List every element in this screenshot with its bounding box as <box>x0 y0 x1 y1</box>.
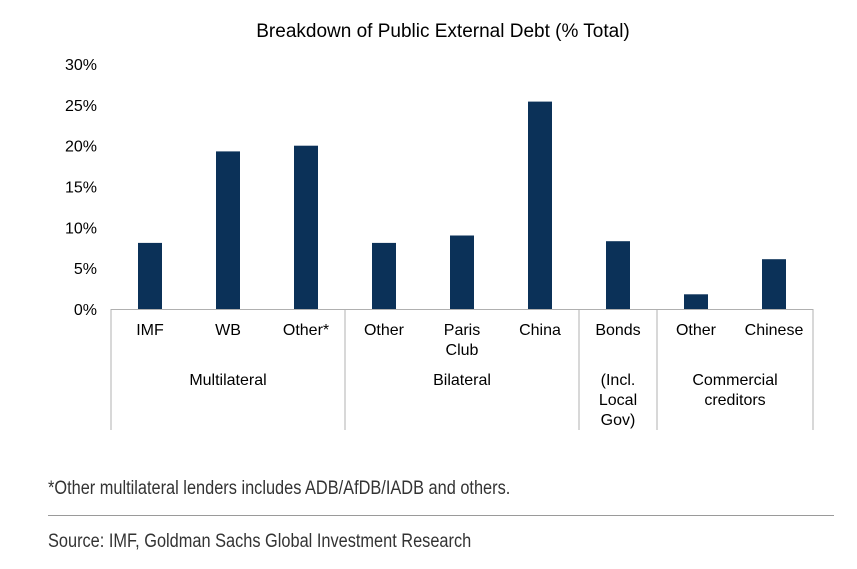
bar <box>138 242 162 309</box>
category-label: Paris <box>444 322 480 339</box>
category-label: China <box>519 322 561 339</box>
group-labels: Multilateral Bilateral (Incl. Local Gov) Comm… <box>189 372 777 429</box>
bar <box>528 101 552 309</box>
group-label: Local <box>599 392 637 409</box>
chart-title: Breakdown of Public External Debt (% Tot… <box>256 21 630 42</box>
source-note: Source: IMF, Goldman Sachs Global Invest… <box>48 531 472 552</box>
category-label: Other* <box>283 322 329 339</box>
category-label: Chinese <box>745 322 804 339</box>
group-label: creditors <box>704 392 765 409</box>
group-label: Bilateral <box>433 372 491 389</box>
bar <box>294 145 318 309</box>
y-tick-label: 25% <box>65 98 97 115</box>
category-label: IMF <box>136 322 164 339</box>
y-tick-label: 30% <box>65 57 97 74</box>
bar <box>450 235 474 309</box>
divider <box>48 515 834 516</box>
bars <box>138 101 786 309</box>
bar <box>762 259 786 309</box>
category-label: Other <box>676 322 717 339</box>
group-label: Multilateral <box>189 372 266 389</box>
y-axis-labels: 0% 5% 10% 15% 20% 25% 30% <box>65 57 97 319</box>
bar <box>606 241 630 309</box>
y-tick-label: 15% <box>65 180 97 197</box>
category-labels: IMF WB Other* Other Paris Club China Bonds Other… <box>136 322 803 359</box>
category-label: Other <box>364 322 405 339</box>
y-tick-label: 20% <box>65 139 97 156</box>
bar <box>216 151 240 309</box>
y-tick-label: 5% <box>74 261 97 278</box>
group-label: (Incl. <box>601 372 636 389</box>
category-label: Bonds <box>595 322 640 339</box>
bar-chart: Breakdown of Public External Debt (% Tot… <box>65 21 814 430</box>
category-label: Club <box>446 342 479 359</box>
bar <box>372 242 396 309</box>
group-label: Gov) <box>601 412 636 429</box>
group-label: Commercial <box>692 372 777 389</box>
y-tick-label: 0% <box>74 302 97 319</box>
axes <box>110 309 814 430</box>
bar <box>684 294 708 309</box>
y-tick-label: 10% <box>65 220 97 237</box>
footnote: *Other multilateral lenders includes ADB… <box>48 478 511 499</box>
category-label: WB <box>215 322 241 339</box>
